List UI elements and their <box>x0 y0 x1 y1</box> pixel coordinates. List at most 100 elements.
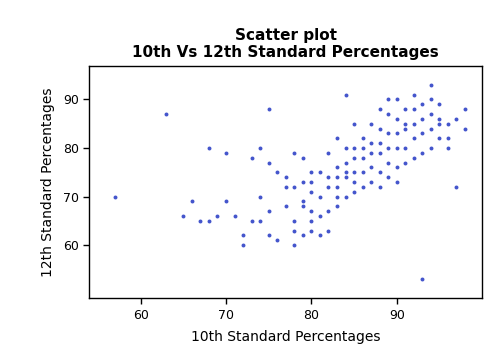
Y-axis label: 12th Standard Percentages: 12th Standard Percentages <box>41 87 55 277</box>
Point <box>265 106 273 112</box>
Point <box>410 135 418 141</box>
Point <box>341 145 349 151</box>
Point <box>341 174 349 180</box>
Point <box>341 92 349 98</box>
Point <box>444 145 452 151</box>
Point <box>248 218 255 224</box>
Point <box>350 189 358 195</box>
Point <box>188 198 196 204</box>
Point <box>384 96 392 102</box>
Point <box>376 184 384 190</box>
Point <box>410 92 418 98</box>
Point <box>239 233 247 238</box>
Point <box>205 218 213 224</box>
Point <box>367 165 375 170</box>
Point <box>256 218 264 224</box>
Point <box>290 184 298 190</box>
Point <box>299 155 307 161</box>
Point <box>282 184 290 190</box>
Point <box>273 237 281 243</box>
Point <box>299 198 307 204</box>
Point <box>427 82 435 88</box>
Point <box>427 126 435 131</box>
Point <box>359 135 367 141</box>
Point <box>435 121 443 127</box>
Point <box>461 126 469 131</box>
Point <box>256 194 264 199</box>
Point <box>282 203 290 209</box>
Point <box>333 184 341 190</box>
Point <box>367 121 375 127</box>
Point <box>384 174 392 180</box>
Point <box>231 213 239 219</box>
Point <box>393 165 401 170</box>
Point <box>299 203 307 209</box>
Point <box>410 155 418 161</box>
Point <box>435 135 443 141</box>
Point <box>163 111 170 117</box>
Point <box>333 174 341 180</box>
Point <box>401 106 409 112</box>
Point <box>452 116 460 122</box>
Point <box>359 145 367 151</box>
Point <box>333 194 341 199</box>
Point <box>435 116 443 122</box>
Point <box>410 121 418 127</box>
Point <box>290 228 298 233</box>
Point <box>367 179 375 185</box>
Point <box>290 218 298 224</box>
Point <box>350 121 358 127</box>
Point <box>401 145 409 151</box>
Point <box>222 198 230 204</box>
Point <box>418 102 426 107</box>
Point <box>393 145 401 151</box>
Point <box>341 160 349 166</box>
Point <box>410 106 418 112</box>
Point <box>367 150 375 156</box>
Point <box>265 233 273 238</box>
Point <box>384 111 392 117</box>
Point <box>290 242 298 248</box>
Point <box>384 131 392 136</box>
Point <box>299 179 307 185</box>
Point <box>308 169 316 175</box>
Point <box>205 145 213 151</box>
Point <box>239 242 247 248</box>
Point <box>308 208 316 214</box>
Point <box>308 179 316 185</box>
Point <box>111 194 119 199</box>
Point <box>384 145 392 151</box>
Point <box>333 203 341 209</box>
Point <box>325 150 332 156</box>
Point <box>359 184 367 190</box>
Point <box>418 150 426 156</box>
Point <box>308 218 316 224</box>
Point <box>316 233 324 238</box>
Point <box>316 194 324 199</box>
Point <box>384 160 392 166</box>
Point <box>427 111 435 117</box>
Point <box>282 174 290 180</box>
Point <box>401 121 409 127</box>
Point <box>325 208 332 214</box>
Point <box>350 169 358 175</box>
Point <box>248 155 255 161</box>
Point <box>325 228 332 233</box>
Point <box>393 131 401 136</box>
Point <box>376 106 384 112</box>
Point <box>316 213 324 219</box>
Point <box>444 135 452 141</box>
Point <box>393 96 401 102</box>
Point <box>367 140 375 146</box>
Point <box>325 174 332 180</box>
Point <box>325 184 332 190</box>
X-axis label: 10th Standard Percentages: 10th Standard Percentages <box>191 330 381 344</box>
Point <box>214 213 222 219</box>
Point <box>452 184 460 190</box>
Point <box>179 213 187 219</box>
Point <box>350 145 358 151</box>
Point <box>418 131 426 136</box>
Point <box>401 160 409 166</box>
Point <box>341 194 349 199</box>
Point <box>427 145 435 151</box>
